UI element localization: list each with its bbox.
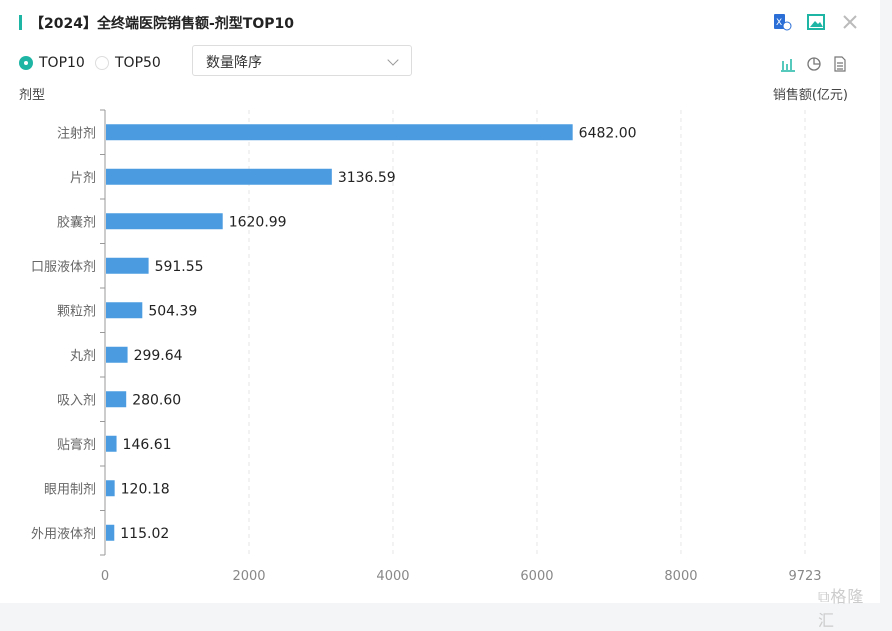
- pie-chart-icon[interactable]: [806, 56, 822, 72]
- y-tick-label: 胶囊剂: [57, 214, 96, 230]
- watermark-logo: ⧉格隆汇: [818, 587, 865, 630]
- image-export-icon[interactable]: [806, 12, 826, 32]
- x-tick-label: 0: [101, 569, 109, 584]
- x-tick-label: 2000: [232, 569, 265, 584]
- radio-dot: [19, 56, 33, 70]
- y-tick-label: 丸剂: [70, 349, 96, 364]
- page-title: 【2024】全终端医院销售额-剂型TOP10: [30, 16, 294, 32]
- data-label: 504.39: [148, 303, 197, 319]
- chevron-down-icon: [387, 54, 399, 66]
- bar: [106, 168, 332, 185]
- y-axis-title: 剂型: [19, 88, 46, 103]
- radio-top10[interactable]: TOP10: [19, 55, 85, 71]
- x-tick-label: 4000: [376, 569, 409, 584]
- bar-chart: 0 2000 4000 6000 8000 9723 注射剂 6482.00 片剂 3136.59…: [31, 109, 822, 584]
- data-label: 120.18: [121, 481, 170, 497]
- y-tick-label: 口服液体剂: [31, 260, 96, 275]
- y-tick-label: 吸入剂: [57, 393, 96, 408]
- y-tick-label: 眼用制剂: [44, 482, 96, 497]
- data-label: 1620.99: [229, 214, 287, 230]
- bar: [106, 124, 573, 141]
- bar: [106, 524, 115, 541]
- y-tick-label: 片剂: [70, 171, 96, 186]
- data-label: 299.64: [134, 348, 183, 364]
- bar: [106, 391, 127, 408]
- x-tick-label: 9723: [788, 569, 821, 584]
- bar: [106, 346, 128, 363]
- radio-top50[interactable]: TOP50: [95, 55, 161, 71]
- excel-export-icon[interactable]: X: [772, 12, 792, 32]
- radio-dot: [95, 56, 109, 70]
- y-tick-label: 外用液体剂: [31, 527, 96, 542]
- data-label: 280.60: [132, 392, 181, 408]
- sort-select[interactable]: 数量降序: [192, 45, 412, 76]
- bar: [106, 435, 117, 452]
- close-icon[interactable]: [840, 12, 860, 32]
- bar: [106, 213, 223, 230]
- bar-chart-icon[interactable]: [780, 56, 796, 72]
- y-tick-label: 注射剂: [57, 125, 96, 141]
- y-tick-label: 贴膏剂: [57, 437, 96, 453]
- bar: [106, 302, 143, 319]
- data-label: 6482.00: [579, 125, 637, 141]
- data-label: 115.02: [120, 526, 169, 542]
- bar: [106, 257, 149, 274]
- svg-text:X: X: [776, 18, 782, 28]
- data-label: 146.61: [123, 437, 172, 453]
- bar: [106, 480, 115, 497]
- x-tick-label: 8000: [664, 569, 697, 584]
- table-icon[interactable]: [832, 56, 848, 72]
- data-label: 591.55: [155, 259, 204, 275]
- y-tick-label: 颗粒剂: [57, 304, 96, 319]
- title-accent: [19, 15, 22, 30]
- x-tick-label: 6000: [520, 569, 553, 584]
- data-label: 3136.59: [338, 170, 396, 186]
- x-axis-title: 销售额(亿元): [772, 88, 848, 103]
